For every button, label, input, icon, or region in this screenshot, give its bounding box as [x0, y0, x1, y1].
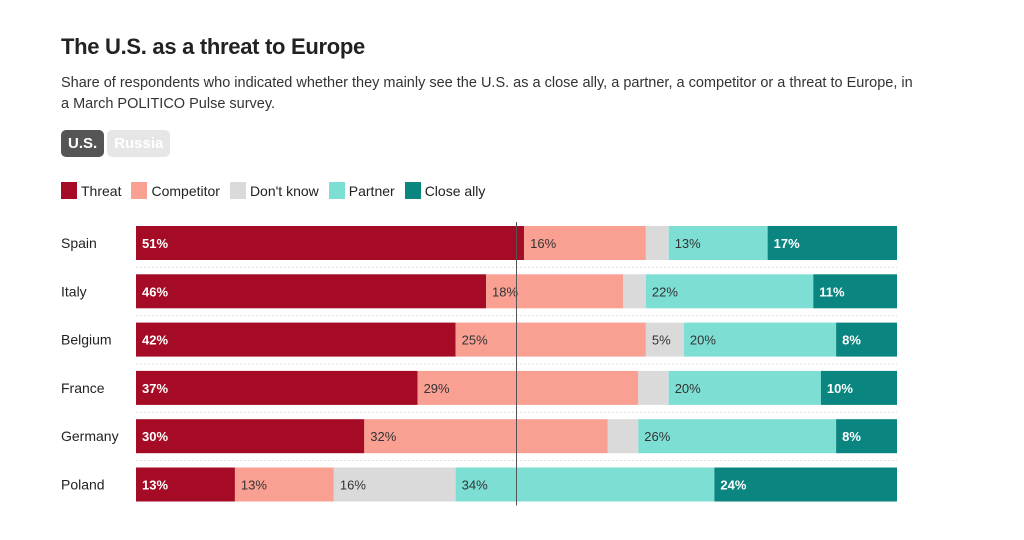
bar-segment: [524, 226, 646, 260]
data-label: 30%: [142, 429, 168, 444]
bar-segment: [136, 226, 525, 260]
bar-segment: [607, 419, 639, 454]
data-label: 13%: [241, 478, 267, 493]
legend-label: Partner: [348, 182, 395, 199]
data-label: 17%: [774, 236, 800, 251]
data-label: 16%: [530, 236, 556, 251]
bar-segment: [683, 322, 837, 357]
bar-segment: [455, 322, 646, 357]
data-label: 8%: [842, 333, 861, 348]
data-label: 24%: [720, 478, 746, 493]
category-label: Belgium: [61, 332, 112, 348]
legend-item: Threat: [61, 182, 121, 199]
bar-segment: [836, 322, 897, 357]
data-label: 13%: [142, 478, 168, 493]
data-label: 25%: [462, 333, 488, 348]
data-label: 29%: [424, 381, 450, 396]
bar-segment: [136, 274, 487, 309]
category-label: Poland: [61, 477, 105, 493]
data-label: 37%: [142, 381, 168, 396]
bar-segment: [234, 467, 334, 502]
data-label: 10%: [827, 381, 853, 396]
country-toggle: U.S. Russia: [61, 130, 171, 157]
data-label: 32%: [370, 429, 396, 444]
data-label: 8%: [842, 429, 861, 444]
chart-title: The U.S. as a threat to Europe: [61, 34, 365, 59]
legend-swatch: [61, 182, 77, 199]
legend-label: Close ally: [424, 182, 486, 199]
bar-segment: [417, 370, 639, 405]
data-label: 34%: [462, 478, 488, 493]
data-label: 20%: [675, 381, 701, 396]
bar-segment: [668, 370, 821, 405]
bar-segment: [136, 467, 235, 502]
bar-segment: [714, 467, 897, 502]
legend-swatch: [229, 182, 246, 199]
bar-segment: [836, 419, 897, 454]
legend-swatch: [328, 182, 345, 199]
data-label: 22%: [652, 284, 678, 299]
data-label: 46%: [142, 284, 168, 299]
data-label: 20%: [690, 333, 716, 348]
bar-segment: [767, 226, 897, 260]
bar-segment: [136, 322, 456, 357]
data-label: 5%: [652, 333, 671, 348]
data-label: 51%: [142, 236, 168, 251]
toggle-russia-button[interactable]: Russia: [107, 130, 171, 157]
bar-segment: [333, 467, 456, 502]
bar-segment: [455, 467, 715, 502]
toggle-us-button[interactable]: U.S.: [61, 130, 105, 157]
bar-segment: [136, 419, 365, 454]
legend-label: Competitor: [151, 182, 220, 199]
bar-segment: [638, 370, 669, 405]
bar-segment: [820, 370, 897, 405]
legend-item: Competitor: [131, 182, 220, 199]
bar-segment: [136, 370, 418, 405]
category-label: France: [61, 380, 105, 396]
bar-segment: [623, 274, 646, 309]
bar-segment: [645, 274, 814, 309]
legend-item: Close ally: [404, 182, 486, 199]
bar-segment: [813, 274, 897, 309]
data-label: 16%: [340, 478, 366, 493]
bar-segment: [364, 419, 608, 454]
legend-swatch: [131, 182, 148, 199]
data-label: 13%: [675, 236, 701, 251]
data-label: 11%: [819, 284, 845, 299]
bar-segment: [645, 322, 684, 357]
data-label: 18%: [492, 284, 518, 299]
bar-segment: [486, 274, 624, 309]
legend-label: Threat: [81, 182, 122, 199]
bar-segment: [638, 419, 837, 454]
category-label: Italy: [61, 283, 87, 299]
data-label: 26%: [644, 429, 670, 444]
legend-item: Partner: [328, 182, 395, 199]
bar-segment: [645, 226, 669, 260]
category-label: Germany: [61, 428, 119, 444]
chart-subtitle: Share of respondents who indicated wheth…: [61, 75, 913, 112]
category-label: Spain: [61, 235, 97, 251]
data-label: 42%: [142, 333, 168, 348]
legend-swatch: [404, 182, 421, 199]
legend: Threat Competitor Don't know Partner Close a…: [61, 182, 485, 199]
legend-item: Don't know: [229, 182, 319, 199]
legend-label: Don't know: [249, 182, 319, 199]
bar-segment: [668, 226, 768, 260]
